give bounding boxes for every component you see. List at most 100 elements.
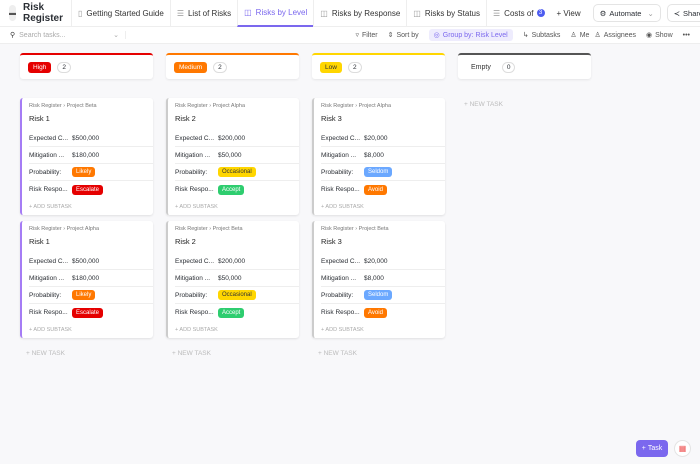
top-bar: ▬ Risk Register ▯ Getting Started Guide ☰ L… bbox=[0, 0, 700, 27]
task-title[interactable]: Risk 2 bbox=[175, 114, 196, 123]
sort-icon: ⇕ bbox=[387, 32, 394, 39]
probability-tag[interactable]: Occasional bbox=[218, 167, 256, 177]
tab-costs-of[interactable]: ☰ Costs of 3 bbox=[486, 0, 551, 27]
task-card[interactable]: Risk Register › Project Alpha Risk 2 Exp… bbox=[166, 98, 299, 215]
level-badge: High bbox=[28, 61, 52, 73]
field-expected-cost: Expected C... $200,000 bbox=[175, 253, 299, 270]
response-tag[interactable]: Accept bbox=[218, 184, 245, 195]
tab-risks-by-level[interactable]: ◫ Risks by Level bbox=[237, 0, 314, 27]
show-button[interactable]: ◉ Show bbox=[646, 31, 673, 40]
field-expected-cost: Expected C... $20,000 bbox=[321, 130, 445, 147]
automate-button[interactable]: ⚙ Automate ⌄ bbox=[592, 4, 661, 22]
field-expected-cost: Expected C... $20,000 bbox=[321, 253, 445, 270]
tab-getting-started-guide[interactable]: ▯ Getting Started Guide bbox=[71, 0, 170, 27]
tab-risks-by-status[interactable]: ◫ Risks by Status bbox=[406, 0, 486, 27]
field-risk-response: Risk Respo... Accept bbox=[175, 181, 299, 198]
search-icon: ⚲ bbox=[10, 32, 16, 39]
column-empty: Empty 0 + NEW TASK bbox=[458, 53, 591, 108]
probability-tag[interactable]: Seldom bbox=[364, 167, 393, 177]
filter-button[interactable]: ▿ Filter bbox=[355, 31, 378, 40]
tab-list-of-risks[interactable]: ☰ List of Risks bbox=[169, 0, 237, 27]
new-task-link[interactable]: + NEW TASK bbox=[464, 101, 503, 108]
chevron-down-icon[interactable]: ⌄ bbox=[647, 8, 654, 18]
probability-tag[interactable]: Likely bbox=[72, 167, 96, 177]
field-mitigation-cost: Mitigation ... $8,000 bbox=[321, 270, 445, 287]
task-card[interactable]: Risk Register › Project Beta Risk 3 Expe… bbox=[312, 221, 445, 338]
field-expected-cost: Expected C... $500,000 bbox=[29, 130, 153, 147]
task-title[interactable]: Risk 1 bbox=[29, 237, 50, 246]
task-title[interactable]: Risk 3 bbox=[321, 114, 342, 123]
share-icon: ≺ bbox=[673, 8, 681, 18]
users-icon: ♙ bbox=[594, 32, 601, 39]
probability-tag[interactable]: Seldom bbox=[364, 290, 393, 300]
new-task-button[interactable]: + Task bbox=[636, 440, 668, 457]
add-subtask-button[interactable]: + ADD SUBTASK bbox=[29, 327, 72, 333]
task-title[interactable]: Risk 1 bbox=[29, 114, 50, 123]
eye-icon: ◉ bbox=[646, 32, 653, 39]
field-probability: Probability: Occasional bbox=[175, 287, 299, 304]
task-title[interactable]: Risk 3 bbox=[321, 237, 342, 246]
field-expected-cost: Expected C... $200,000 bbox=[175, 130, 299, 147]
column-header: Medium 2 bbox=[166, 53, 299, 79]
task-card[interactable]: Risk Register › Project Alpha Risk 3 Exp… bbox=[312, 98, 445, 215]
field-mitigation-cost: Mitigation ... $180,000 bbox=[29, 147, 153, 164]
probability-tag[interactable]: Occasional bbox=[218, 290, 256, 300]
field-probability: Probability: Seldom bbox=[321, 164, 445, 181]
response-tag[interactable]: Accept bbox=[218, 307, 245, 318]
response-tag[interactable]: Avoid bbox=[364, 184, 387, 195]
field-mitigation-cost: Mitigation ... $180,000 bbox=[29, 270, 153, 287]
breadcrumb: Risk Register › Project Beta bbox=[175, 226, 243, 232]
filter-icon: ▿ bbox=[355, 32, 360, 39]
share-button[interactable]: ≺Share bbox=[666, 4, 700, 22]
search-input[interactable]: ⚲ Search tasks... ⌄ bbox=[10, 31, 126, 39]
more-tabs-badge[interactable]: 3 bbox=[536, 9, 545, 17]
add-subtask-button[interactable]: + ADD SUBTASK bbox=[29, 204, 72, 210]
column-header: High 2 bbox=[20, 53, 153, 79]
probability-tag[interactable]: Likely bbox=[72, 290, 96, 300]
subtasks-button[interactable]: ↳ Subtasks bbox=[522, 31, 561, 40]
group-by-button[interactable]: ◎ Group by: Risk Level bbox=[428, 29, 513, 41]
level-badge: Medium bbox=[174, 61, 208, 73]
count-badge: 2 bbox=[213, 61, 227, 73]
add-subtask-button[interactable]: + ADD SUBTASK bbox=[321, 327, 364, 333]
new-task-link[interactable]: + NEW TASK bbox=[172, 350, 211, 357]
level-badge: Low bbox=[320, 61, 342, 73]
assignees-button[interactable]: ♙ Assignees bbox=[594, 31, 637, 40]
breadcrumb: Risk Register › Project Alpha bbox=[175, 103, 246, 109]
task-card[interactable]: Risk Register › Project Alpha Risk 1 Exp… bbox=[20, 221, 153, 338]
field-expected-cost: Expected C... $500,000 bbox=[29, 253, 153, 270]
response-tag[interactable]: Avoid bbox=[364, 307, 387, 318]
response-tag[interactable]: Escalate bbox=[72, 307, 104, 318]
add-subtask-button[interactable]: + ADD SUBTASK bbox=[175, 204, 218, 210]
breadcrumb: Risk Register › Project Beta bbox=[321, 226, 389, 232]
chevron-down-icon[interactable]: ⌄ bbox=[113, 32, 119, 39]
field-risk-response: Risk Respo... Escalate bbox=[29, 181, 153, 198]
list-icon: ☰ bbox=[493, 8, 501, 18]
new-task-link[interactable]: + NEW TASK bbox=[318, 350, 357, 357]
page-title: Risk Register bbox=[23, 2, 64, 24]
more-options-button[interactable]: ••• bbox=[682, 31, 690, 39]
apps-grid-button[interactable]: ▦ bbox=[674, 440, 691, 457]
response-tag[interactable]: Escalate bbox=[72, 184, 104, 195]
sort-button[interactable]: ⇕ Sort by bbox=[387, 31, 419, 40]
toolbar: ⚲ Search tasks... ⌄ ▿ Filter ⇕ Sort by ◎ Grou… bbox=[0, 27, 700, 44]
robot-icon: ⚙ bbox=[599, 8, 607, 18]
column-high: High 2 Risk Register › Project Beta Risk… bbox=[20, 53, 153, 357]
task-card[interactable]: Risk Register › Project Beta Risk 2 Expe… bbox=[166, 221, 299, 338]
new-task-link[interactable]: + NEW TASK bbox=[26, 350, 65, 357]
add-subtask-button[interactable]: + ADD SUBTASK bbox=[175, 327, 218, 333]
breadcrumb: Risk Register › Project Alpha bbox=[321, 103, 392, 109]
grid-icon: ▦ bbox=[678, 444, 687, 453]
task-title[interactable]: Risk 2 bbox=[175, 237, 196, 246]
user-icon: ♙ bbox=[570, 32, 577, 39]
me-button[interactable]: ♙ Me bbox=[570, 31, 590, 40]
board-icon: ◫ bbox=[413, 8, 421, 18]
column-medium: Medium 2 Risk Register › Project Alpha R… bbox=[166, 53, 299, 357]
field-risk-response: Risk Respo... Accept bbox=[175, 304, 299, 321]
board-icon: ◫ bbox=[320, 8, 328, 18]
add-subtask-button[interactable]: + ADD SUBTASK bbox=[321, 204, 364, 210]
task-card[interactable]: Risk Register › Project Beta Risk 1 Expe… bbox=[20, 98, 153, 215]
add-view-button[interactable]: + View bbox=[556, 8, 581, 18]
column-header: Empty 0 bbox=[458, 53, 591, 79]
tab-risks-by-response[interactable]: ◫ Risks by Response bbox=[313, 0, 406, 27]
